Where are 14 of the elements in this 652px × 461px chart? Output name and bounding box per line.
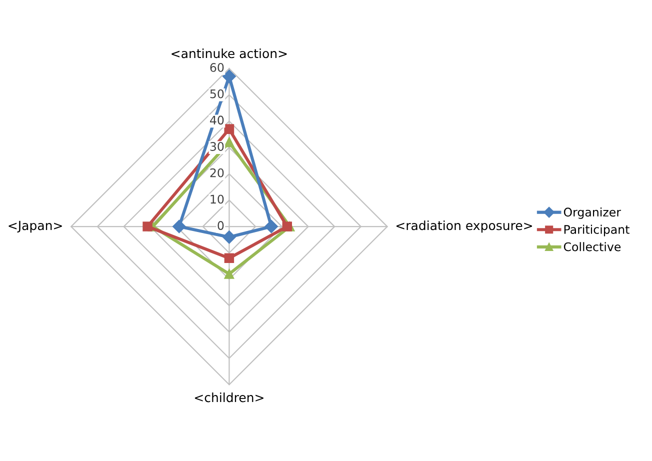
y-tick-label: 0 bbox=[218, 221, 224, 230]
y-tick-label: 40 bbox=[210, 116, 224, 125]
spoke-label: <children> bbox=[194, 392, 264, 402]
y-tick-label: 10 bbox=[210, 194, 224, 204]
legend-label: Pariticipant bbox=[564, 224, 630, 236]
y-tick-label: 50 bbox=[210, 89, 224, 98]
y-tick-label: 60 bbox=[210, 62, 224, 72]
legend-label: Collective bbox=[564, 242, 621, 252]
y-tick-label: 20 bbox=[210, 168, 224, 178]
spoke-label: <Japan> bbox=[8, 220, 62, 233]
spoke-label: <antinuke action> bbox=[172, 48, 287, 58]
legend-label: Organizer bbox=[564, 207, 621, 219]
y-tick-label: 30 bbox=[210, 142, 224, 151]
spoke-label: <radiation exposure> bbox=[396, 220, 532, 233]
